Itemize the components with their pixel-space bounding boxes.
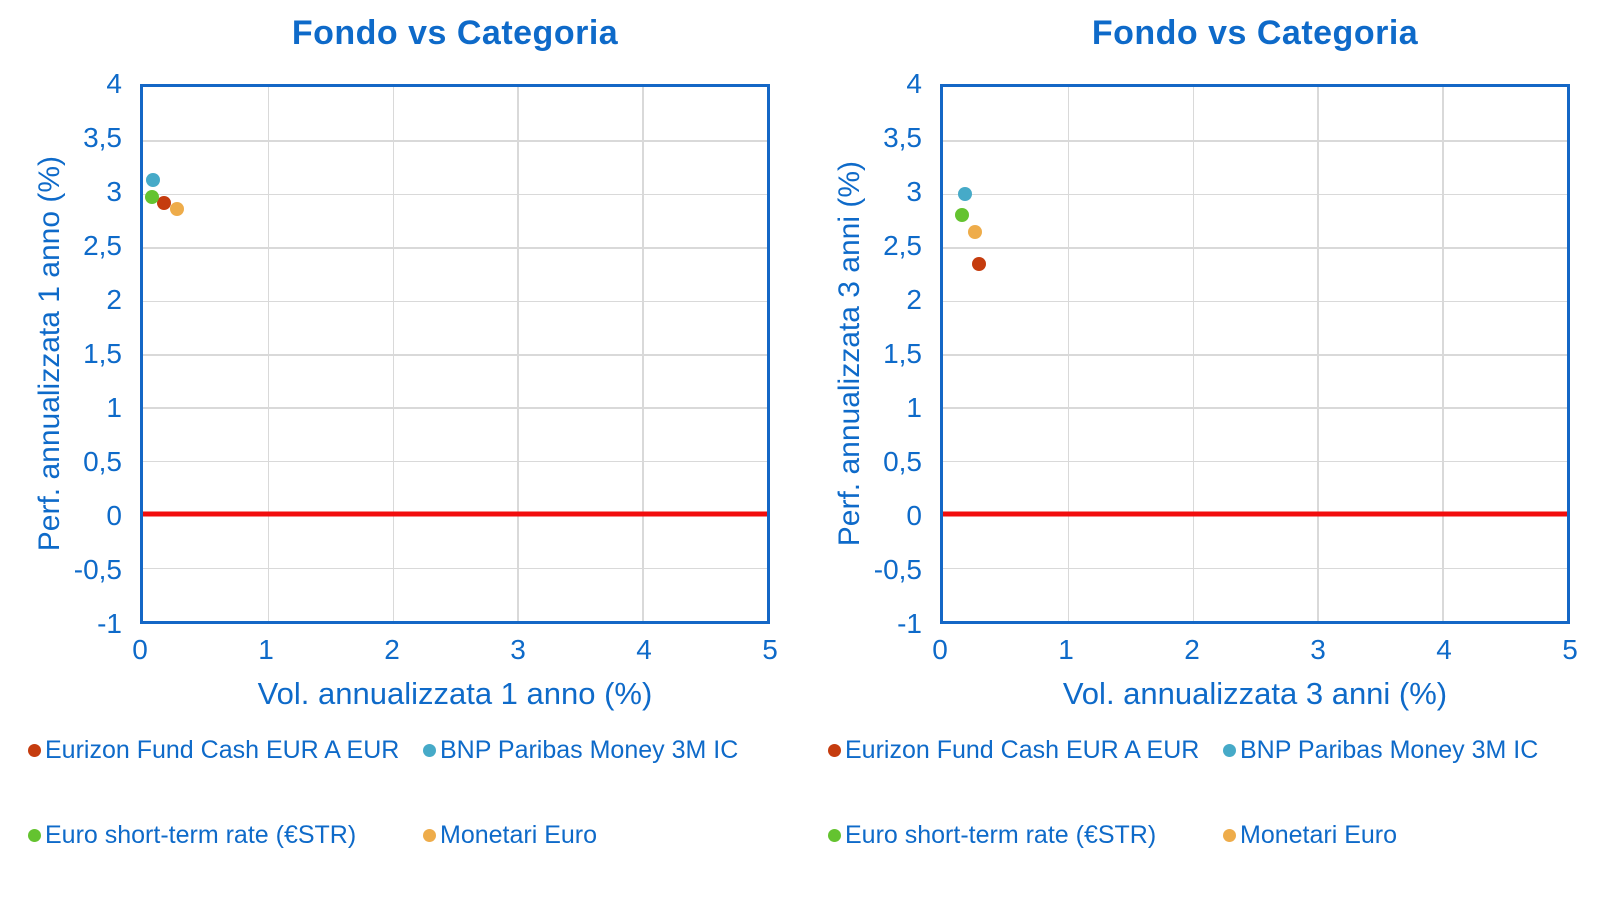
legend-label: Euro short-term rate (€STR) bbox=[845, 821, 1157, 849]
y-tick-label: 2,5 bbox=[83, 230, 122, 261]
x-tick-label: 3 bbox=[510, 634, 526, 665]
y-tick-label: 0 bbox=[906, 500, 922, 531]
x-axis-title: Vol. annualizzata 1 anno (%) bbox=[257, 676, 653, 711]
legend-marker-dot bbox=[1223, 829, 1236, 842]
gridline-horizontal bbox=[143, 300, 767, 303]
zero-reference-line bbox=[143, 511, 767, 517]
y-tick-label: 1 bbox=[106, 392, 122, 423]
x-tick-label: 5 bbox=[1562, 634, 1578, 665]
gridline-horizontal bbox=[143, 567, 767, 570]
x-tick-labels: 0 1 2 3 4 5 bbox=[932, 634, 1578, 670]
x-tick-label: 1 bbox=[1058, 634, 1074, 665]
data-point bbox=[972, 257, 987, 272]
y-tick-label: 2 bbox=[106, 284, 122, 315]
zero-reference-line bbox=[943, 511, 1567, 517]
gridline-horizontal bbox=[943, 460, 1567, 463]
y-tick-labels: 4 3,5 3 2,5 2 1,5 1 0,5 0 -0,5 -1 bbox=[856, 68, 928, 639]
legend: Eurizon Fund Cash EUR A EUR BNP Paribas M… bbox=[28, 736, 778, 850]
y-tick-label: 1,5 bbox=[83, 338, 122, 369]
y-tick-label: 3,5 bbox=[883, 122, 922, 153]
y-tick-label: 1 bbox=[906, 392, 922, 423]
legend-item: Monetari Euro bbox=[1223, 821, 1578, 850]
legend-label: Eurizon Fund Cash EUR A EUR bbox=[45, 736, 400, 764]
chart-panel-3-anni: Fondo vs Categoria Perf. annualizzata 3 … bbox=[800, 0, 1600, 908]
legend-item: Eurizon Fund Cash EUR A EUR bbox=[28, 736, 423, 765]
gridline-horizontal bbox=[943, 247, 1567, 249]
chart-title: Fondo vs Categoria bbox=[291, 14, 619, 52]
legend-marker-dot bbox=[28, 744, 41, 757]
legend-label: Euro short-term rate (€STR) bbox=[45, 821, 357, 849]
legend-marker-dot bbox=[1223, 744, 1236, 757]
legend-item: Eurizon Fund Cash EUR A EUR bbox=[828, 736, 1223, 765]
legend-marker-dot bbox=[423, 829, 436, 842]
x-axis-title: Vol. annualizzata 3 anni (%) bbox=[1062, 676, 1448, 711]
legend-label: Eurizon Fund Cash EUR A EUR bbox=[845, 736, 1200, 764]
legend-marker-dot bbox=[423, 744, 436, 757]
gridline-horizontal bbox=[143, 354, 767, 356]
legend-label: Monetari Euro bbox=[1240, 821, 1398, 849]
chart-panel-1-anno: Fondo vs Categoria Perf. annualizzata 1 … bbox=[28, 14, 778, 850]
data-point bbox=[968, 225, 983, 240]
x-tick-label: 3 bbox=[1310, 634, 1326, 665]
gridline-horizontal bbox=[143, 460, 767, 463]
gridline-horizontal bbox=[943, 354, 1567, 356]
legend-marker-dot bbox=[828, 829, 841, 842]
gridline-horizontal bbox=[143, 140, 767, 142]
y-tick-label: 4 bbox=[906, 68, 922, 99]
y-tick-label: 1,5 bbox=[883, 338, 922, 369]
plot-area bbox=[940, 84, 1570, 624]
data-point bbox=[157, 196, 172, 211]
y-tick-label: 4 bbox=[106, 68, 122, 99]
y-tick-label: 2,5 bbox=[883, 230, 922, 261]
data-point bbox=[954, 208, 969, 223]
y-tick-label: 3 bbox=[906, 176, 922, 207]
gridline-horizontal bbox=[943, 407, 1567, 409]
x-tick-label: 4 bbox=[1436, 634, 1452, 665]
legend: Eurizon Fund Cash EUR A EUR BNP Paribas M… bbox=[828, 736, 1578, 850]
data-point bbox=[169, 201, 184, 216]
legend-item: BNP Paribas Money 3M IC bbox=[1223, 736, 1578, 765]
data-point bbox=[144, 190, 159, 204]
gridline-horizontal bbox=[143, 193, 767, 196]
plot-area bbox=[140, 84, 770, 624]
x-tick-label: 0 bbox=[932, 634, 948, 665]
y-tick-label: 0,5 bbox=[883, 446, 922, 477]
x-tick-label: 4 bbox=[636, 634, 652, 665]
legend-item: Monetari Euro bbox=[423, 821, 778, 850]
gridline-horizontal bbox=[943, 193, 1567, 196]
x-tick-label: 1 bbox=[258, 634, 274, 665]
gridline-horizontal bbox=[943, 140, 1567, 142]
gridline-horizontal bbox=[143, 407, 767, 409]
y-tick-label: 3 bbox=[106, 176, 122, 207]
gridline-horizontal bbox=[143, 247, 767, 249]
x-tick-label: 2 bbox=[1184, 634, 1200, 665]
gridline-horizontal bbox=[943, 300, 1567, 303]
y-tick-label: -1 bbox=[897, 608, 922, 639]
y-tick-label: 0 bbox=[106, 500, 122, 531]
y-tick-label: 2 bbox=[906, 284, 922, 315]
x-tick-labels: 0 1 2 3 4 5 bbox=[132, 634, 778, 670]
legend-item: Euro short-term rate (€STR) bbox=[28, 821, 423, 850]
y-tick-label: -0,5 bbox=[73, 554, 122, 585]
legend-label: Monetari Euro bbox=[440, 821, 598, 849]
x-tick-label: 5 bbox=[762, 634, 778, 665]
x-tick-label: 2 bbox=[384, 634, 400, 665]
y-tick-labels: 4 3,5 3 2,5 2 1,5 1 0,5 0 -0,5 -1 bbox=[56, 68, 128, 639]
legend-marker-dot bbox=[828, 744, 841, 757]
data-point bbox=[145, 172, 160, 187]
y-tick-label: 3,5 bbox=[83, 122, 122, 153]
gridline-horizontal bbox=[943, 567, 1567, 570]
y-tick-label: -1 bbox=[97, 608, 122, 639]
chart-title: Fondo vs Categoria bbox=[1091, 14, 1419, 52]
legend-item: BNP Paribas Money 3M IC bbox=[423, 736, 778, 765]
data-point bbox=[958, 186, 973, 201]
legend-item: Euro short-term rate (€STR) bbox=[828, 821, 1223, 850]
y-tick-label: 0,5 bbox=[83, 446, 122, 477]
y-tick-label: -0,5 bbox=[873, 554, 922, 585]
x-tick-label: 0 bbox=[132, 634, 148, 665]
legend-label: BNP Paribas Money 3M IC bbox=[440, 736, 739, 764]
legend-marker-dot bbox=[28, 829, 41, 842]
legend-label: BNP Paribas Money 3M IC bbox=[1240, 736, 1539, 764]
